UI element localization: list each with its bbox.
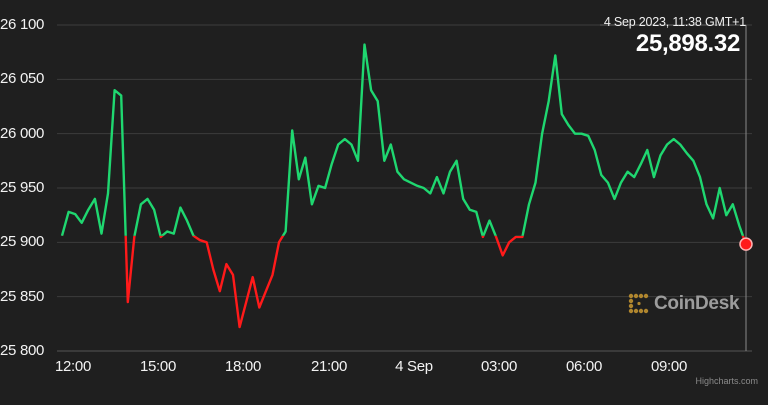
x-tick-label: 15:00 <box>139 358 177 375</box>
tooltip-value: 25,898.32 <box>635 30 740 57</box>
y-tick-label: 26 050 <box>0 70 45 88</box>
coindesk-logo-icon <box>628 293 649 314</box>
y-tick-label: 25 900 <box>0 233 45 251</box>
x-tick-label: 03:00 <box>480 358 518 375</box>
x-tick-label: 21:00 <box>310 358 348 375</box>
tooltip-date: 4 Sep 2023, 11:38 GMT+1 <box>603 15 746 29</box>
y-tick-label: 26 000 <box>0 124 45 142</box>
y-tick-label: 26 100 <box>0 16 45 33</box>
x-tick-label: 18:00 <box>224 358 262 375</box>
gridlines <box>57 24 752 298</box>
x-tick-label: 12:00 <box>54 358 92 375</box>
x-tick-label: 4 Sep <box>395 358 433 375</box>
y-tick-label: 25 800 <box>0 342 45 359</box>
x-tick-label: 09:00 <box>650 358 688 375</box>
highcharts-credit[interactable]: Highcharts.com <box>695 376 758 386</box>
coindesk-brand: CoinDesk <box>654 293 740 314</box>
coindesk-watermark: CoinDesk <box>628 293 740 315</box>
x-tick-label: 06:00 <box>565 358 603 375</box>
y-tick-label: 25 950 <box>0 179 45 196</box>
y-tick-label: 25 850 <box>0 287 45 305</box>
price-line-up <box>60 43 745 236</box>
price-line-down <box>62 235 748 329</box>
last-point-marker[interactable] <box>739 237 753 251</box>
